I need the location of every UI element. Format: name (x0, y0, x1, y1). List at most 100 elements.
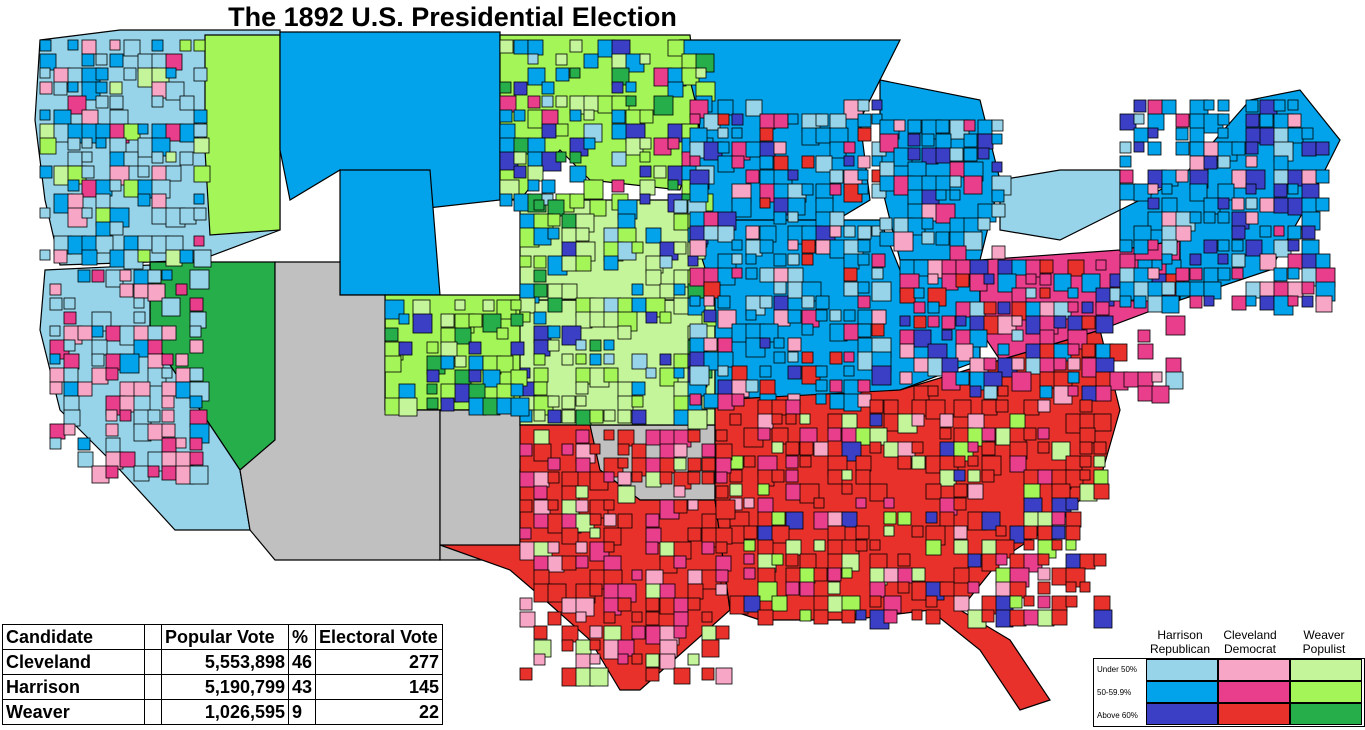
county (871, 267, 884, 280)
county (603, 499, 615, 511)
county (645, 541, 659, 555)
legend-party: Populist (1302, 642, 1346, 656)
county (81, 207, 93, 219)
county (499, 81, 512, 94)
county (1051, 595, 1068, 612)
county (773, 155, 789, 171)
county (801, 351, 814, 364)
county (533, 471, 550, 488)
county (1189, 295, 1203, 309)
county (857, 239, 871, 253)
county (1023, 595, 1035, 607)
county (911, 441, 924, 454)
county (757, 539, 774, 556)
county (857, 253, 870, 266)
county (731, 197, 752, 218)
county (519, 471, 536, 488)
county (897, 567, 914, 584)
county (1095, 385, 1112, 402)
county (527, 39, 544, 56)
county (659, 255, 673, 269)
legend-row-under-50: Under 50% (1097, 665, 1138, 674)
county (161, 325, 177, 341)
county (533, 429, 550, 446)
county (953, 525, 968, 540)
county (1315, 295, 1333, 313)
county (815, 309, 828, 322)
county (935, 175, 951, 191)
county (454, 327, 472, 345)
county (1039, 259, 1054, 274)
county (147, 283, 166, 302)
county (547, 339, 560, 352)
county (645, 527, 662, 544)
county (731, 365, 748, 382)
county (611, 179, 625, 193)
county (871, 253, 886, 268)
county (787, 113, 799, 125)
county (1287, 183, 1299, 195)
county (1095, 259, 1107, 271)
county (617, 513, 633, 529)
county (1315, 169, 1330, 184)
county (1095, 315, 1114, 334)
county (513, 81, 528, 96)
county (547, 471, 560, 484)
county (193, 193, 205, 205)
county (1079, 441, 1093, 455)
county (815, 155, 833, 173)
county (715, 471, 728, 484)
county (743, 455, 756, 468)
county (879, 161, 895, 177)
county (667, 179, 679, 191)
county (1259, 197, 1275, 213)
county (857, 379, 871, 393)
header-popular-vote: Popular Vote (161, 624, 289, 650)
county (673, 353, 689, 369)
county (841, 567, 853, 579)
county (77, 325, 93, 341)
county (995, 399, 1009, 413)
county (611, 151, 627, 167)
county (879, 217, 893, 231)
legend-swatch-pop-50-60 (1290, 681, 1362, 703)
county (1093, 483, 1110, 500)
county (513, 39, 529, 55)
legend-swatch-pop-above60 (1290, 703, 1362, 725)
county (995, 553, 1008, 566)
county (193, 249, 212, 268)
county (801, 253, 814, 266)
county (1273, 281, 1290, 298)
county (603, 409, 616, 422)
county (1287, 253, 1304, 270)
county (717, 295, 731, 309)
county (983, 301, 997, 315)
county (981, 427, 996, 442)
county (855, 469, 871, 485)
county (829, 393, 846, 410)
county (967, 483, 984, 500)
county (701, 513, 717, 529)
county (77, 451, 94, 468)
county (1273, 225, 1285, 237)
county (897, 455, 912, 470)
county (109, 39, 121, 51)
county (165, 53, 183, 71)
county (561, 555, 577, 571)
county (1189, 183, 1208, 202)
county (731, 253, 743, 265)
county (815, 365, 828, 378)
county (39, 249, 51, 261)
county (426, 383, 438, 395)
county (757, 427, 771, 441)
county (81, 165, 95, 179)
popular-vote: 5,190,799 (161, 674, 289, 700)
county (921, 175, 938, 192)
county (921, 217, 934, 230)
county (1079, 427, 1096, 444)
county (527, 67, 546, 86)
county (547, 555, 565, 573)
county (583, 179, 604, 200)
county (589, 513, 602, 526)
county (589, 583, 603, 597)
